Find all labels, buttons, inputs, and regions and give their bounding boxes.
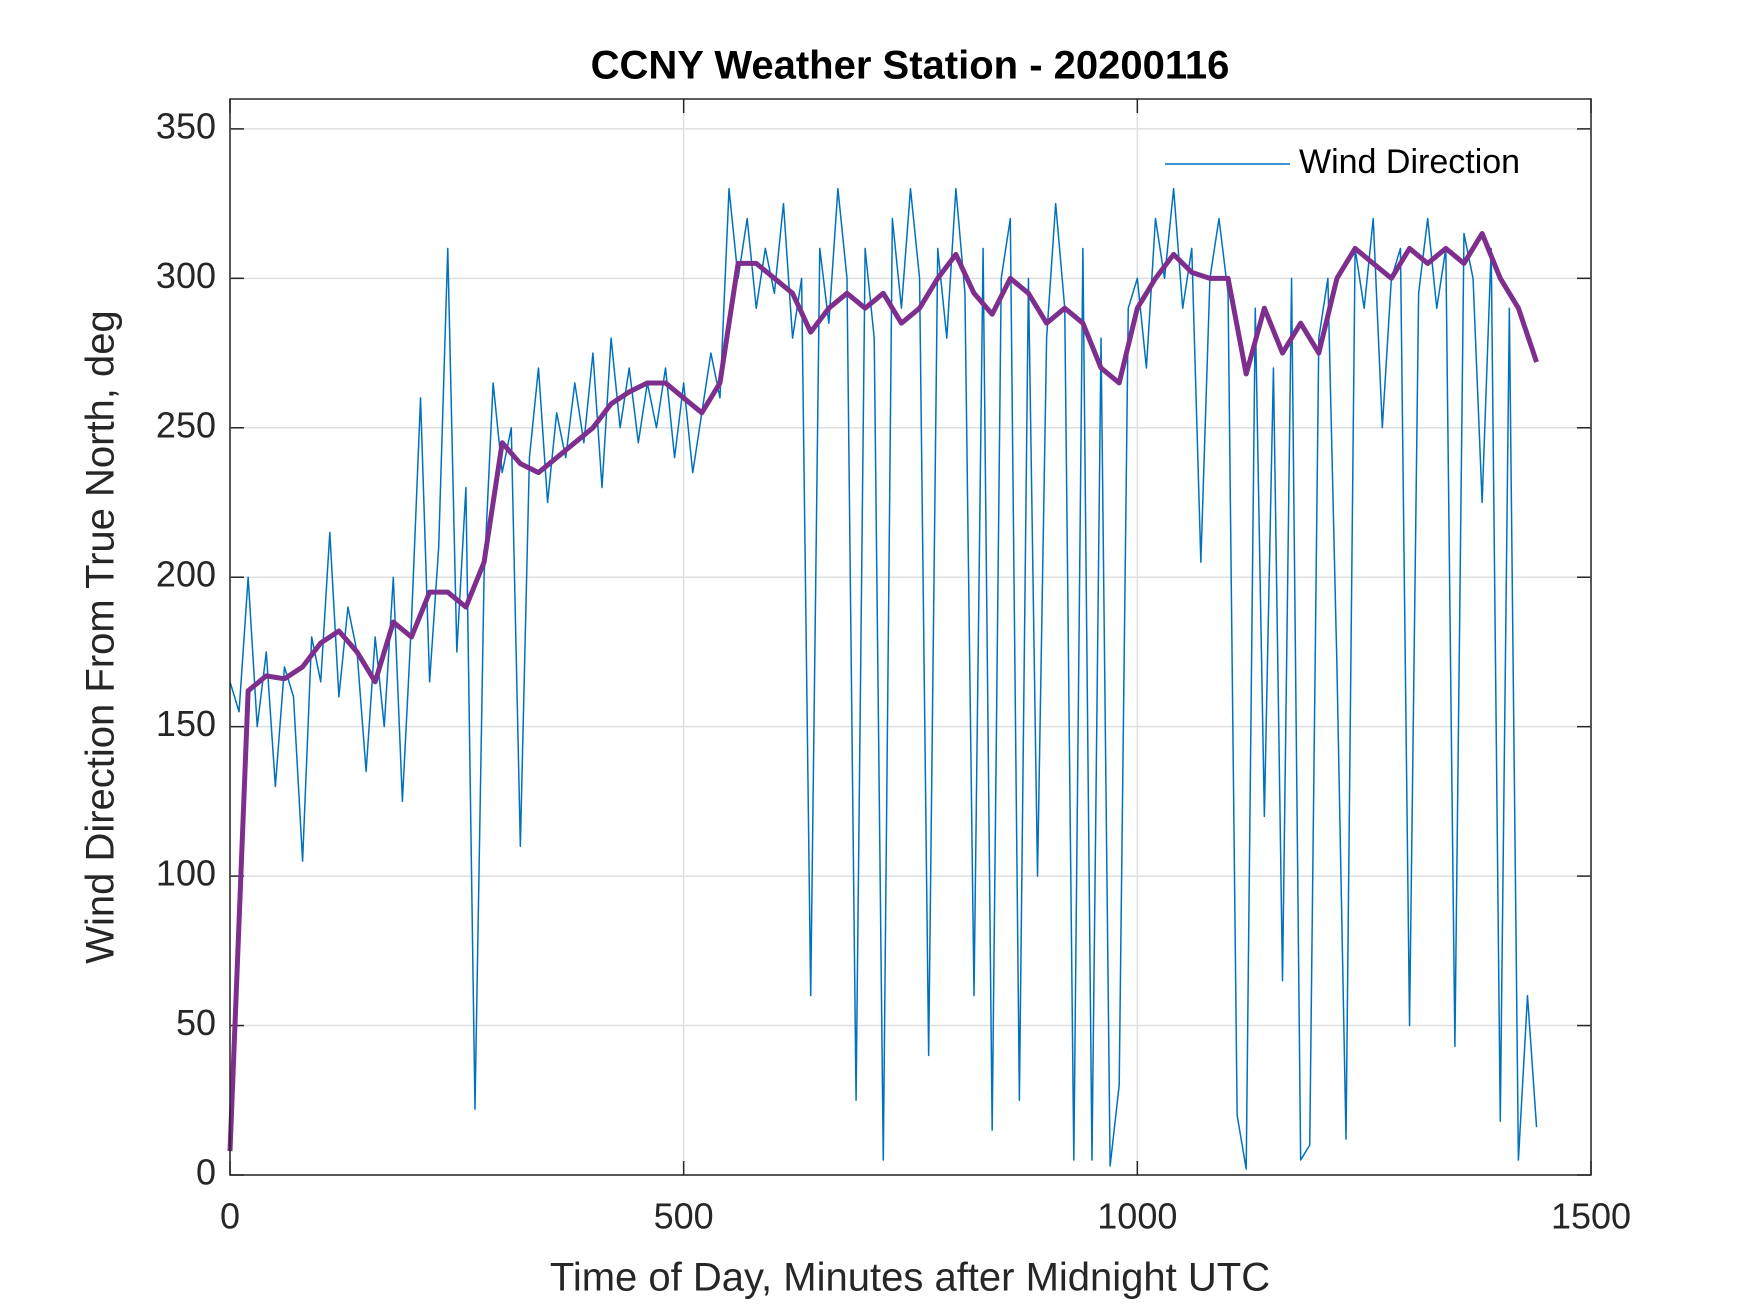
y-axis-label: Wind Direction From True North, deg	[79, 310, 123, 964]
x-axis-label: Time of Day, Minutes after Midnight UTC	[550, 1256, 1270, 1300]
y-tick-label: 300	[156, 255, 216, 296]
data-line	[229, 187, 1538, 1170]
y-tick-label: 200	[156, 554, 216, 595]
x-tick-label: 0	[220, 1196, 240, 1237]
y-tick-label: 150	[156, 703, 216, 744]
y-tick-label: 50	[176, 1002, 216, 1043]
chart-title: CCNY Weather Station - 20200116	[591, 44, 1230, 88]
x-tick-label: 1500	[1551, 1196, 1631, 1237]
legend-label: Wind Direction	[1299, 143, 1520, 181]
y-tick-label: 0	[196, 1152, 216, 1193]
y-tick-label: 350	[156, 105, 216, 146]
plot-frame	[229, 98, 1592, 1176]
y-tick-label: 250	[156, 404, 216, 445]
x-tick-label: 1000	[1097, 1196, 1177, 1237]
y-tick-label: 100	[156, 853, 216, 894]
x-tick-label: 500	[654, 1196, 714, 1237]
data-line	[227, 231, 1539, 1152]
